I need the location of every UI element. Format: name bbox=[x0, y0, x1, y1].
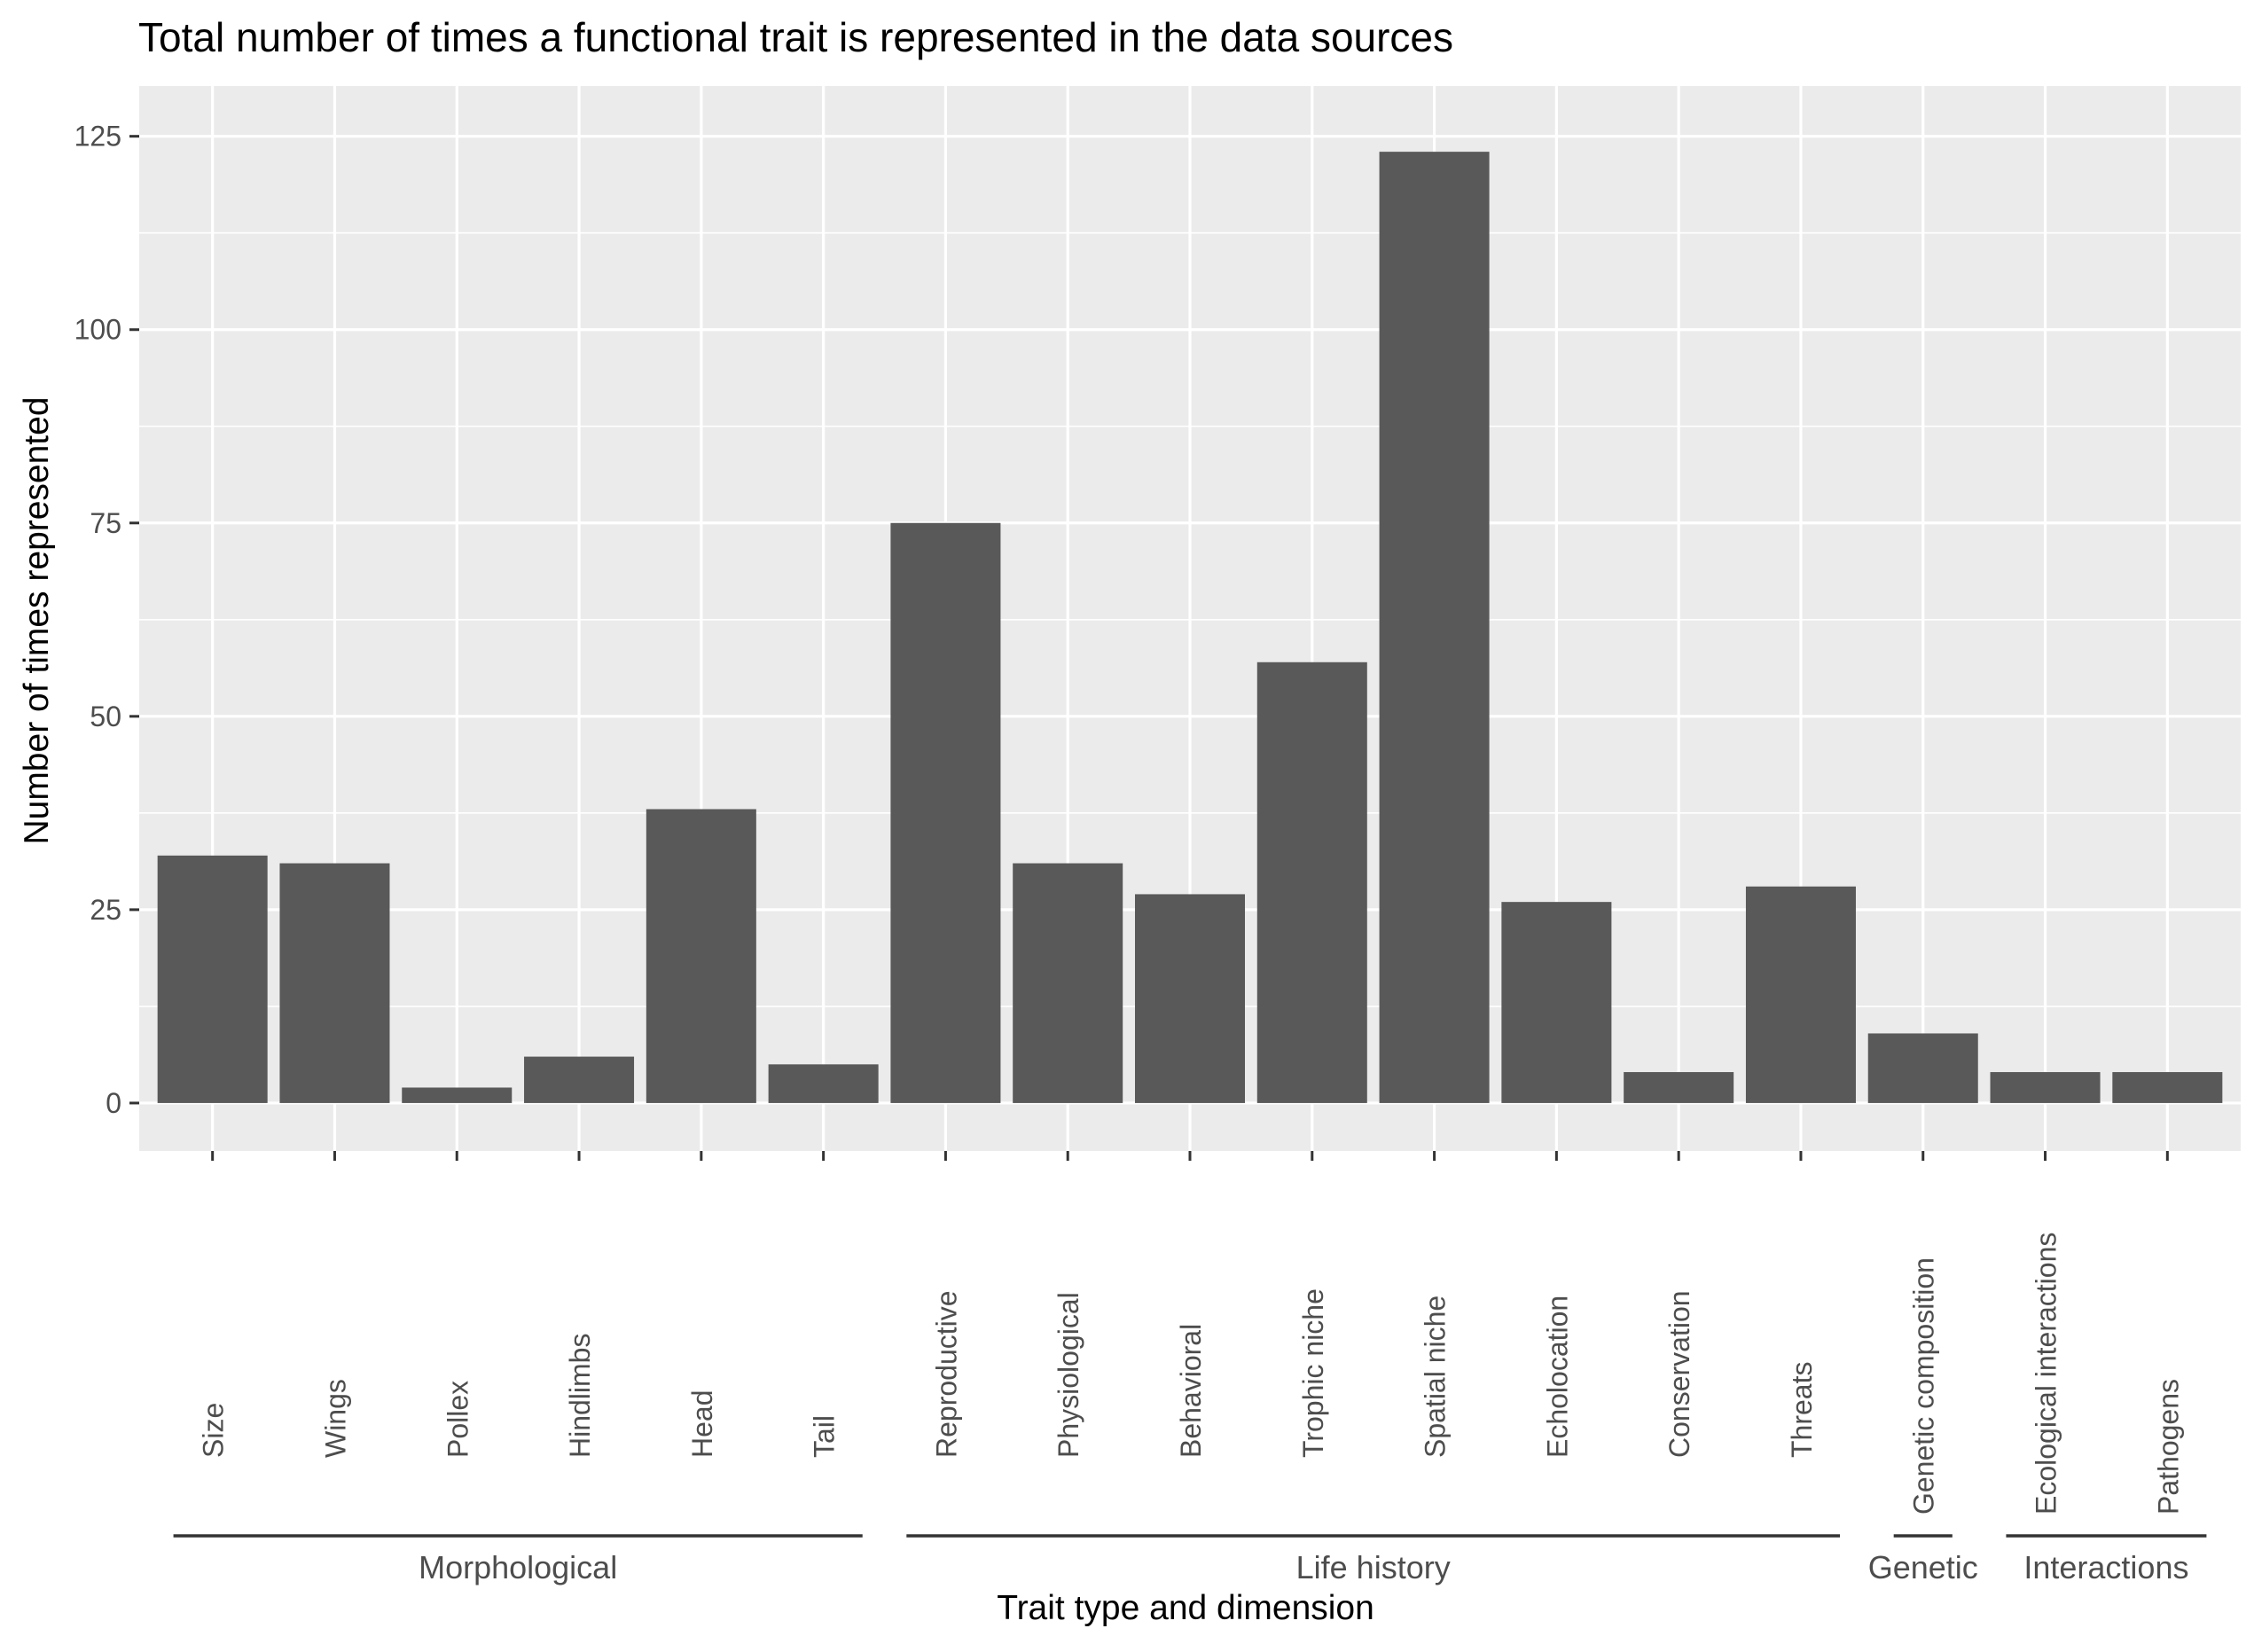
trait-type-groups: Morphological Life history Genetic Interact… bbox=[173, 1534, 2207, 1585]
x-tick-label: Behavioral bbox=[1175, 1324, 1207, 1458]
bar-genetic-composition bbox=[1867, 1033, 1978, 1103]
y-tick-label: 100 bbox=[74, 314, 121, 346]
bar-trophic-niche bbox=[1256, 662, 1367, 1103]
bar-conservation bbox=[1624, 1072, 1734, 1103]
bar-reproductive bbox=[890, 522, 1001, 1103]
y-axis-title: Number of times represented bbox=[18, 396, 56, 844]
group-label: Genetic bbox=[1868, 1549, 1978, 1585]
x-tick-label: Conservation bbox=[1663, 1290, 1695, 1458]
x-tick-label: Tail bbox=[809, 1415, 841, 1458]
bar-pathogens bbox=[2112, 1072, 2223, 1103]
bar-echolocation bbox=[1501, 902, 1612, 1103]
bar-head bbox=[646, 809, 756, 1103]
y-tick-label: 0 bbox=[106, 1087, 121, 1119]
x-tick-label: Reproductive bbox=[930, 1290, 962, 1458]
x-tick-label: Size bbox=[198, 1403, 230, 1458]
x-tick-label: Wings bbox=[319, 1379, 351, 1458]
x-tick-label: Pathogens bbox=[2152, 1379, 2184, 1515]
x-tick-label: Ecological interactions bbox=[2031, 1233, 2062, 1515]
x-tick-label: Pollex bbox=[442, 1381, 473, 1458]
bar-threats bbox=[1745, 886, 1856, 1103]
bar-ecological-interactions bbox=[1990, 1072, 2101, 1103]
y-tick-label: 25 bbox=[90, 894, 121, 926]
bar-spatial-niche bbox=[1379, 152, 1490, 1103]
x-tick-label: Threats bbox=[1786, 1362, 1818, 1458]
y-tick-label: 125 bbox=[74, 121, 121, 153]
y-axis: 0 25 50 75 100 125 bbox=[74, 121, 139, 1119]
bar-behavioral bbox=[1134, 894, 1246, 1103]
bar-hindlimbs bbox=[524, 1056, 635, 1103]
bars bbox=[157, 152, 2223, 1103]
bar-tail bbox=[768, 1064, 879, 1103]
x-axis-title: Trait type and dimension bbox=[997, 1589, 1374, 1627]
x-axis: Size Wings Pollex Hindlimbs Head Tail Reproduc… bbox=[198, 1151, 2184, 1515]
group-label: Morphological bbox=[419, 1549, 617, 1585]
chart-title: Total number of times a functional trait… bbox=[138, 14, 1453, 60]
y-tick-label: 50 bbox=[90, 701, 121, 732]
x-tick-label: Hindlimbs bbox=[564, 1334, 596, 1458]
bar-physiological bbox=[1013, 863, 1123, 1103]
group-label: Interactions bbox=[2023, 1549, 2188, 1585]
group-label: Life history bbox=[1296, 1549, 1451, 1585]
x-tick-label: Physiological bbox=[1053, 1292, 1084, 1458]
x-tick-label: Genetic composition bbox=[1908, 1257, 1940, 1515]
x-tick-label: Head bbox=[686, 1390, 718, 1459]
x-tick-label: Echolocation bbox=[1541, 1296, 1573, 1458]
x-tick-label: Trophic niche bbox=[1297, 1288, 1329, 1458]
x-tick-label: Spatial niche bbox=[1420, 1296, 1452, 1458]
bar-size bbox=[157, 855, 268, 1103]
bar-pollex bbox=[402, 1087, 513, 1103]
bar-wings bbox=[279, 863, 390, 1103]
y-tick-label: 75 bbox=[90, 507, 121, 539]
